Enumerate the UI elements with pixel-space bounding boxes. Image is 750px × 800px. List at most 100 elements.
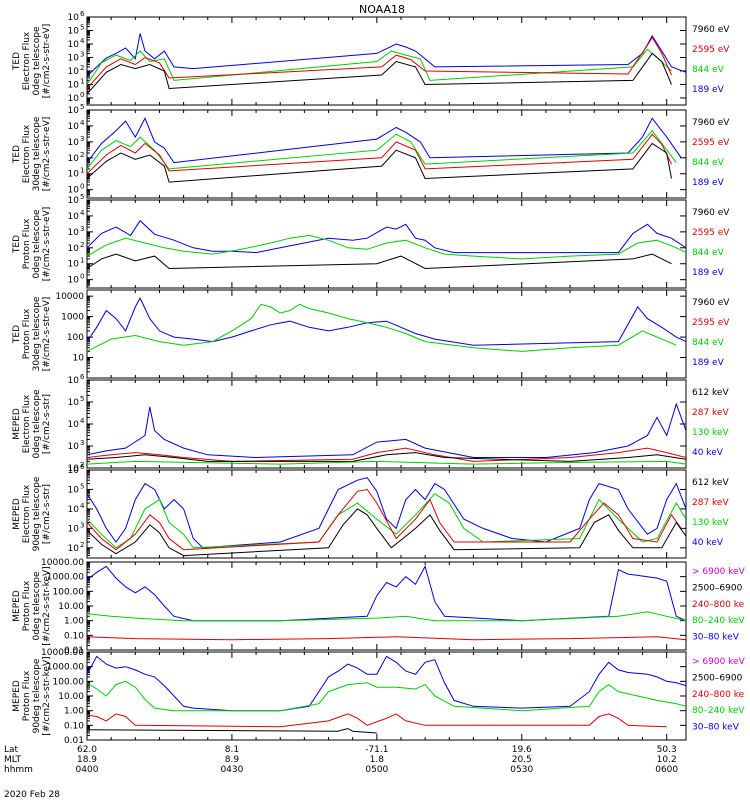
y-tick-label: 10 <box>68 228 80 238</box>
y-tick-label: 10 <box>68 53 80 63</box>
series-group <box>87 402 686 465</box>
panel-frame <box>86 289 687 379</box>
y-tick-exponent: 5 <box>80 482 84 490</box>
y-axis-label-line: [#/cm2-s-str-eV] <box>42 24 52 99</box>
footer-lat-value: 8.1 <box>225 745 239 755</box>
series-black-line <box>87 52 672 95</box>
legend-entry: 240–800 ke <box>692 690 745 700</box>
y-tick-label: 10 <box>68 80 80 90</box>
series-blue-line <box>87 477 686 549</box>
y-tick-label: 10 <box>68 196 80 206</box>
y-tick-exponent: 0 <box>80 273 84 281</box>
legend-entry: 189 eV <box>692 268 725 278</box>
legend-entry: 287 keV <box>692 498 729 508</box>
legend-entry: 287 keV <box>692 408 729 418</box>
y-tick-exponent: 0 <box>80 183 84 191</box>
y-tick-exponent: 4 <box>80 37 85 45</box>
y-axis-label-line: MEPED <box>12 498 22 530</box>
y-tick-exponent: 3 <box>80 521 84 529</box>
y-axis-label-line: MEPED <box>12 680 22 712</box>
series-black-line <box>87 728 377 734</box>
series-black-line <box>87 508 686 557</box>
series-blue-line <box>87 117 682 164</box>
y-tick-label: 10000.00 <box>41 648 84 658</box>
legend-entry: 2595 eV <box>692 45 730 55</box>
series-green-line <box>87 611 686 622</box>
series-red-line <box>87 488 682 551</box>
y-tick-label: 0.01 <box>64 736 84 746</box>
series-red-line <box>87 713 667 728</box>
legend-entry: > 6900 keV <box>692 567 746 577</box>
y-axis-label-line: TED <box>12 145 22 164</box>
y-tick-exponent: 4 <box>80 502 85 510</box>
y-tick-exponent: 4 <box>80 119 85 127</box>
y-axis-label-line: 0deg telescope <box>32 389 42 459</box>
y-axis-label-line: MEPED <box>12 590 22 622</box>
legend-entry: 612 keV <box>692 388 729 398</box>
y-tick-exponent: 5 <box>80 103 84 111</box>
series-black-line <box>87 142 672 183</box>
y-tick-label: 10000 <box>55 292 84 302</box>
legend-entry: 80–240 keV <box>692 616 745 626</box>
y-axis-label-line: 30deg telescope <box>32 296 42 371</box>
y-tick-exponent: 2 <box>80 241 84 249</box>
y-tick-exponent: 3 <box>80 50 84 58</box>
series-green-line <box>87 460 686 465</box>
series-group <box>87 296 686 352</box>
footer-mlt-value: 20.5 <box>512 755 532 765</box>
legend-entry: 844 eV <box>692 338 725 348</box>
panel-frame <box>86 199 687 289</box>
y-tick-exponent: 5 <box>80 395 84 403</box>
y-tick-label: 0.10 <box>64 721 84 731</box>
series-blue-line <box>87 402 686 459</box>
y-tick-exponent: 3 <box>80 225 84 233</box>
y-tick-exponent: 6 <box>80 373 85 381</box>
y-axis-label-line: [#/cm2-s-str-keV] <box>42 566 52 645</box>
footer-lat-value: 62.0 <box>77 745 97 755</box>
legend-entry: 30–80 keV <box>692 632 740 642</box>
legend-entry: 844 eV <box>692 65 725 75</box>
y-tick-label: 10 <box>68 442 80 452</box>
y-tick-exponent: 2 <box>80 461 84 469</box>
y-tick-label: 10 <box>68 94 80 104</box>
y-tick-exponent: 4 <box>80 417 85 425</box>
y-tick-label: 10 <box>68 466 80 476</box>
y-axis-label-line: MEPED <box>12 408 22 440</box>
y-axis-label-line: Proton Flux <box>22 670 32 721</box>
y-tick-exponent: 0 <box>80 91 84 99</box>
legend-entry: 7960 eV <box>692 118 730 128</box>
footer-row-label: Lat <box>4 745 19 755</box>
y-axis-label-line: TED <box>12 52 22 71</box>
footer-row-label: MLT <box>4 755 22 765</box>
series-green-line <box>87 48 672 85</box>
y-axis-label-line: 30deg telescope <box>32 116 42 191</box>
y-tick-label: 10 <box>68 524 80 534</box>
legend-entry: 80–240 keV <box>692 706 745 716</box>
y-tick-exponent: 1 <box>80 77 84 85</box>
legend-entry: 844 eV <box>692 248 725 258</box>
y-axis-label-line: [#/cm2-s-str-keV] <box>42 656 52 735</box>
panel-8: 0.01 0.10 1.00 10.00 100.00 1000.00 10000.00 ME… <box>12 648 746 746</box>
footer-mlt-value: 8.9 <box>225 755 240 765</box>
y-axis-label-line: Proton Flux <box>22 218 32 269</box>
series-green-line <box>87 129 677 170</box>
series-group <box>87 33 686 95</box>
series-blue-line <box>87 565 686 622</box>
y-axis-label-line: 0deg telescope <box>32 209 42 279</box>
footer-mlt-value: 18.9 <box>77 755 97 765</box>
y-tick-label: 10 <box>68 170 80 180</box>
y-axis-label-line: 0deg telescope <box>32 571 42 641</box>
y-tick-exponent: 2 <box>80 64 84 72</box>
y-axis-label-line: Electron Flux <box>22 484 32 543</box>
y-tick-label: 10 <box>68 13 80 23</box>
legend-entry: 130 keV <box>692 518 729 528</box>
footer-lat-value: 19.6 <box>512 745 532 755</box>
legend-entry: 2500–6900 <box>692 674 743 684</box>
